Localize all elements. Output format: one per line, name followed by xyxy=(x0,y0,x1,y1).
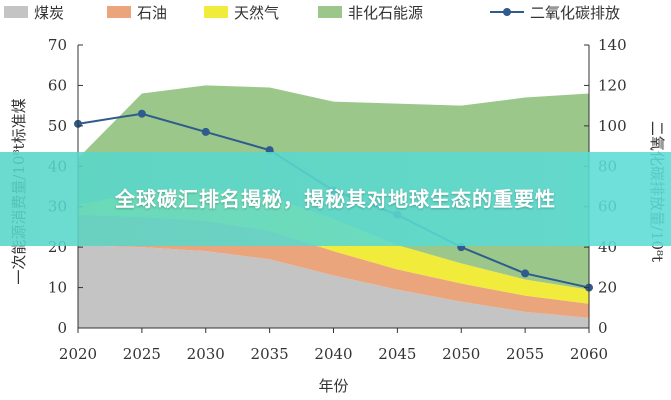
legend-label-3: 非化石能源 xyxy=(348,4,423,22)
legend-marker-co2 xyxy=(503,8,511,16)
co2-point-2025 xyxy=(137,109,146,118)
y-tick-label-10: 10 xyxy=(48,279,67,297)
legend-swatch-3 xyxy=(318,6,342,18)
legend-label-0: 煤炭 xyxy=(34,4,64,22)
y2-tick-label-140: 140 xyxy=(598,36,627,54)
x-tick-label-2045: 2045 xyxy=(378,345,416,363)
area-0 xyxy=(78,245,589,328)
x-tick-label-2030: 2030 xyxy=(187,345,225,363)
co2-point-2055 xyxy=(521,269,530,278)
x-tick-label-2055: 2055 xyxy=(506,345,544,363)
x-tick-label-2025: 2025 xyxy=(123,345,161,363)
legend: 煤炭 石油 天然气 非化石能源 二氧化碳排放 xyxy=(4,4,620,22)
banner-title: 全球碳汇排名揭秘，揭秘其对地球生态的重要性 xyxy=(115,187,556,211)
x-axis-title: 年份 xyxy=(318,377,348,395)
co2-point-2030 xyxy=(201,127,210,136)
legend-swatch-2 xyxy=(204,6,228,18)
x-tick-label-2060: 2060 xyxy=(570,345,608,363)
y2-tick-label-0: 0 xyxy=(598,319,608,337)
x-tick-label-2040: 2040 xyxy=(314,345,352,363)
x-tick-label-2050: 2050 xyxy=(442,345,480,363)
y2-tick-label-100: 100 xyxy=(598,117,627,135)
legend-label-1: 石油 xyxy=(137,4,167,22)
y-tick-label-70: 70 xyxy=(48,36,67,54)
legend-label-2: 天然气 xyxy=(234,4,279,22)
y2-tick-label-20: 20 xyxy=(598,279,617,297)
y-tick-label-60: 60 xyxy=(48,76,67,94)
legend-label-co2: 二氧化碳排放 xyxy=(530,4,620,22)
x-tick-label-2035: 2035 xyxy=(251,345,289,363)
y2-tick-label-120: 120 xyxy=(598,76,627,94)
legend-swatch-0 xyxy=(4,6,28,18)
y-tick-label-0: 0 xyxy=(57,319,67,337)
title-banner: 全球碳汇排名揭秘，揭秘其对地球生态的重要性 xyxy=(0,152,671,246)
legend-swatch-1 xyxy=(107,6,131,18)
x-tick-label-2020: 2020 xyxy=(59,345,97,363)
y-tick-label-50: 50 xyxy=(48,117,67,135)
